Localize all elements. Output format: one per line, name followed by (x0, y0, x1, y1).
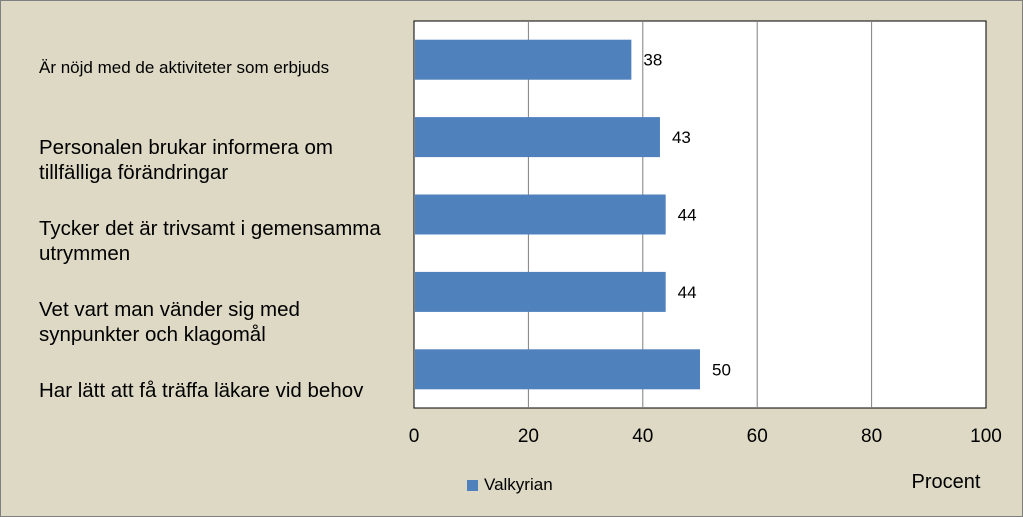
x-tick-label-80: 80 (861, 426, 882, 447)
data-label-4: 44 (678, 283, 697, 302)
legend-swatch (467, 479, 478, 491)
x-axis-title: Procent (911, 471, 981, 493)
category-label-1: Är nöjd med de aktiviteter som erbjuds (39, 58, 330, 77)
bar-2 (415, 117, 660, 158)
x-tick-label-60: 60 (747, 426, 768, 447)
bar-4 (415, 271, 666, 312)
x-tick-label-0: 0 (409, 426, 420, 447)
category-label-5: Har lätt att få träffa läkare vid behov (39, 379, 364, 402)
legend: Valkyrian (467, 475, 553, 495)
data-label-1: 38 (643, 51, 662, 70)
category-label-4: Vet vart man vänder sig med synpunkter o… (39, 298, 300, 346)
x-tick-label-20: 20 (518, 426, 539, 447)
x-tick-label-100: 100 (970, 426, 1002, 447)
data-label-2: 43 (672, 128, 691, 147)
bar-5 (415, 349, 700, 390)
category-label-3: Tycker det är trivsamt i gemensamma utry… (39, 217, 381, 265)
x-tick-label-40: 40 (632, 426, 653, 447)
data-label-3: 44 (678, 206, 697, 225)
bar-3 (415, 194, 666, 235)
category-label-2: Personalen brukar informera om tillfälli… (39, 136, 333, 184)
legend-label: Valkyrian (484, 475, 553, 494)
data-label-5: 50 (712, 360, 731, 379)
bar-1 (415, 39, 632, 80)
